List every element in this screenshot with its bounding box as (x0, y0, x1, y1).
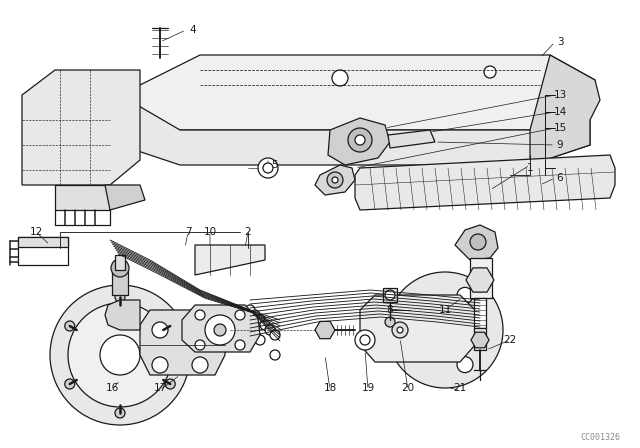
Text: CC001326: CC001326 (580, 434, 620, 443)
Bar (18, 237, 68, 265)
Circle shape (355, 135, 365, 145)
Polygon shape (140, 310, 225, 375)
Polygon shape (328, 118, 390, 165)
Polygon shape (315, 165, 355, 195)
Bar (115, 255, 125, 270)
Circle shape (360, 335, 370, 345)
Circle shape (270, 350, 280, 360)
Circle shape (387, 272, 503, 388)
Bar (474, 298, 486, 328)
Circle shape (327, 172, 343, 188)
Text: 7: 7 (185, 227, 191, 237)
Text: 5: 5 (272, 160, 278, 170)
Text: 4: 4 (189, 25, 196, 35)
Circle shape (255, 335, 265, 345)
Polygon shape (105, 300, 140, 330)
Circle shape (348, 128, 372, 152)
Circle shape (65, 321, 75, 331)
Circle shape (115, 408, 125, 418)
Circle shape (355, 330, 375, 350)
Text: 2: 2 (244, 227, 252, 237)
Circle shape (250, 310, 260, 320)
Text: 21: 21 (453, 383, 467, 393)
Circle shape (50, 285, 190, 425)
Circle shape (205, 315, 235, 345)
Circle shape (397, 322, 413, 338)
Text: 16: 16 (106, 383, 118, 393)
Polygon shape (22, 70, 140, 185)
Circle shape (263, 163, 273, 173)
Bar (383, 288, 397, 302)
Polygon shape (315, 321, 335, 339)
Polygon shape (355, 155, 615, 210)
Polygon shape (182, 305, 260, 352)
Bar (474, 328, 486, 350)
Circle shape (65, 379, 75, 389)
Text: 9: 9 (557, 140, 563, 150)
Text: 22: 22 (504, 335, 516, 345)
Circle shape (115, 292, 125, 302)
Circle shape (260, 320, 270, 330)
Text: 12: 12 (29, 227, 43, 237)
Circle shape (214, 324, 226, 336)
Text: 11: 11 (438, 305, 452, 315)
Text: 3: 3 (557, 37, 563, 47)
Circle shape (265, 325, 275, 335)
Polygon shape (195, 245, 265, 275)
Bar (112, 270, 128, 295)
Circle shape (470, 234, 486, 250)
Circle shape (165, 379, 175, 389)
Text: 17: 17 (154, 383, 166, 393)
Circle shape (152, 357, 168, 373)
Circle shape (235, 340, 245, 350)
Polygon shape (360, 295, 475, 362)
Circle shape (245, 305, 255, 315)
Circle shape (457, 287, 473, 303)
Circle shape (68, 303, 172, 407)
Text: 6: 6 (557, 173, 563, 183)
Text: 14: 14 (554, 107, 566, 117)
Circle shape (385, 317, 395, 327)
Text: 10: 10 (204, 227, 216, 237)
Polygon shape (466, 268, 494, 292)
Polygon shape (55, 185, 110, 210)
Polygon shape (120, 55, 595, 130)
Circle shape (111, 259, 129, 277)
Text: 20: 20 (401, 383, 415, 393)
Circle shape (235, 310, 245, 320)
Circle shape (270, 330, 280, 340)
Circle shape (397, 327, 403, 333)
Circle shape (332, 70, 348, 86)
Bar (18, 237, 68, 247)
Circle shape (165, 321, 175, 331)
Text: 19: 19 (362, 383, 374, 393)
Circle shape (435, 320, 455, 340)
Circle shape (457, 357, 473, 373)
Circle shape (255, 315, 265, 325)
Bar (470, 258, 492, 298)
Circle shape (195, 340, 205, 350)
Polygon shape (120, 95, 590, 165)
Circle shape (195, 310, 205, 320)
Circle shape (192, 357, 208, 373)
Text: 1: 1 (527, 163, 533, 173)
Polygon shape (455, 225, 498, 260)
Circle shape (392, 322, 408, 338)
Text: 15: 15 (554, 123, 566, 133)
Circle shape (100, 335, 140, 375)
Circle shape (152, 322, 168, 338)
Circle shape (192, 322, 208, 338)
Text: 13: 13 (554, 90, 566, 100)
Circle shape (332, 177, 338, 183)
Polygon shape (471, 332, 489, 348)
Circle shape (258, 158, 278, 178)
Circle shape (425, 310, 465, 350)
Text: 18: 18 (323, 383, 337, 393)
Polygon shape (388, 130, 435, 148)
Circle shape (484, 66, 496, 78)
Polygon shape (530, 55, 600, 165)
Circle shape (385, 290, 395, 300)
Polygon shape (105, 185, 145, 210)
Text: 8: 8 (387, 305, 394, 315)
